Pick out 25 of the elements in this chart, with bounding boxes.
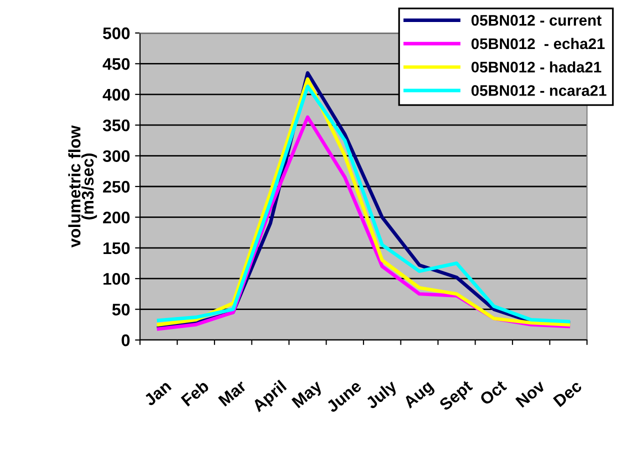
x-tick-label: Dec (552, 380, 583, 408)
x-tick-label: Mar (218, 380, 248, 407)
legend-label: 05BN012 - current (472, 14, 602, 26)
y-axis-title: volumetric flow (m3/sec) (68, 125, 97, 248)
x-tick-label: May (291, 379, 325, 411)
x-tick-label: Feb (180, 379, 210, 407)
y-tick-label: 50 (112, 304, 130, 316)
legend-label: 05BN012 - hada21 (472, 61, 602, 73)
x-tick-label: Oct (479, 379, 508, 406)
x-tick-label: Aug (402, 380, 436, 412)
y-tick-label: 300 (102, 150, 130, 162)
y-tick-label: 450 (102, 58, 130, 70)
y-tick-label: 150 (104, 242, 130, 254)
y-tick-label: 200 (103, 212, 130, 224)
legend-label: 05BN012 - ncara21 (472, 85, 606, 96)
y-tick-label: 350 (102, 120, 130, 132)
y-tick-label: 500 (102, 27, 130, 40)
y-tick-label: 100 (104, 273, 130, 285)
x-tick-label: Jan (143, 380, 172, 407)
y-tick-label: 250 (103, 180, 130, 193)
y-tick-label: 400 (102, 88, 130, 101)
x-tick-label: July (364, 378, 400, 412)
legend-label: 05BN012 - echa21 (472, 38, 605, 50)
y-tick-label: 0 (122, 334, 130, 346)
x-tick-label: Nov (515, 379, 546, 408)
